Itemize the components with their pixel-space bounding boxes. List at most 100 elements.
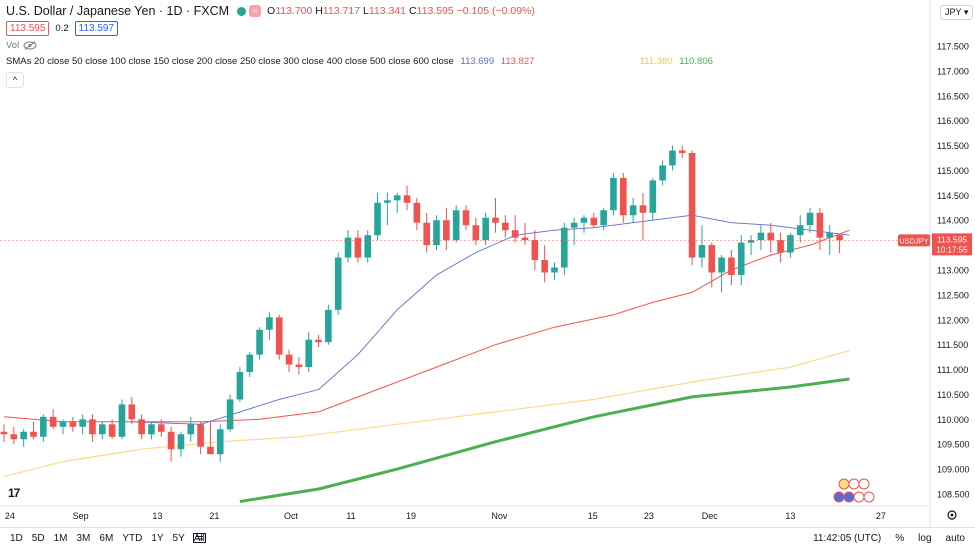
date-range-icon[interactable] [193,532,206,543]
price-tick-label: 110.500 [937,390,969,400]
candle-body [511,230,519,238]
sma-value-4: 110.806 [679,56,713,67]
candle-body [806,212,814,226]
candle-body [737,242,745,275]
candle-body [364,235,372,258]
volume-legend[interactable]: Vol [6,40,37,51]
candle-body [747,240,755,243]
price-tick-label: 109.500 [937,440,970,450]
candle-body [59,421,67,427]
candle-body [443,220,450,241]
price-tick-label: 111.500 [937,340,968,350]
candle-body [659,165,666,181]
tradingview-logo[interactable]: 17 [8,486,20,500]
candle-body [20,431,27,440]
candle-body [777,240,784,253]
collapse-legend-button[interactable]: ^ [6,72,24,88]
eye-hidden-icon[interactable] [23,41,37,50]
candle-body [197,424,204,447]
price-tick-label: 109.000 [937,465,970,475]
candle-body [639,205,647,213]
bottom-toolbar: 1D 5D 1M 3M 6M YTD 1Y 5Y All 11:42:05 (UTC) % lo… [0,527,975,549]
candle-body [374,202,381,236]
candle-body [216,429,224,455]
price-tick-label: 116.500 [937,91,969,101]
candle-body [79,419,86,427]
candle-body [619,177,627,216]
candle-body [482,217,489,241]
candle-body [246,354,254,373]
time-tick-label: 27 [876,511,886,521]
sma-legend-label: SMAs 20 close 50 close 100 close 150 clo… [6,56,454,67]
symbol-title[interactable]: U.S. Dollar / Japanese Yen · 1D · FXCM [6,4,230,18]
candle-body [728,257,735,275]
candle-body [295,364,303,368]
timeframe-ytd[interactable]: YTD [122,533,143,544]
flags-icon[interactable] [833,478,875,503]
candle-body [118,404,126,437]
price-tick-label: 115.000 [937,166,969,176]
clock-time[interactable]: 11:42:05 (UTC) [813,533,882,544]
timeframe-6m[interactable]: 6M [99,533,114,544]
settings-gear-icon[interactable] [947,510,957,520]
candle-body [836,235,843,241]
auto-toggle[interactable]: auto [945,533,965,544]
candle-body [30,431,37,437]
price-tick-label: 112.500 [937,290,969,300]
buy-button[interactable]: 113.597 [74,21,119,36]
candle-body [0,431,8,435]
candle-body [207,446,214,455]
candle-body [541,260,548,273]
symbol-tag-label: USDJPY [899,236,929,245]
ohlc-values: O113.700 H113.717 L113.341 C113.595 −0.1… [267,5,535,17]
candle-body [256,329,263,355]
timeframe-1y[interactable]: 1Y [151,533,164,544]
candle-body [89,419,96,435]
time-tick-label: 13 [152,511,162,521]
timeframe-3m[interactable]: 3M [76,533,91,544]
log-toggle[interactable]: log [918,533,932,544]
candle-body [767,232,775,241]
candle-body [561,227,568,268]
candle-body [452,210,460,241]
sma-value-3: 111.380 [639,56,673,67]
timeframe-1m[interactable]: 1M [53,533,68,544]
timeframe-5d[interactable]: 5D [31,533,45,544]
candle-body [787,235,794,253]
candle-body [551,267,558,273]
candle-body [649,180,657,213]
time-tick-label: Sep [73,511,89,521]
trade-buttons: 113.595 0.2 113.597 [6,21,119,36]
timeframe-1d[interactable]: 1D [10,533,23,544]
candle-body [315,339,322,343]
candle-body [403,195,411,203]
candle-body [334,257,342,310]
timeframe-5y[interactable]: 5Y [172,533,185,544]
time-tick-label: 11 [346,511,355,521]
candle-body [49,416,57,427]
candle-body [600,210,607,226]
candle-body [99,424,106,435]
candle-body [796,225,804,236]
candle-body [69,421,77,427]
candle-body [472,225,480,241]
price-tick-label: 115.500 [937,141,969,151]
candle-body [826,232,834,238]
candle-body [521,237,529,241]
candle-body [167,431,175,450]
candle-body [629,205,637,216]
sell-button[interactable]: 113.595 [6,21,50,36]
price-tick-label: 111.000 [937,365,968,375]
currency-select[interactable]: JPY ▾ [940,5,974,20]
candle-body [678,150,686,154]
candle-body [157,424,165,432]
time-tick-label: 24 [5,511,15,521]
compare-icon[interactable]: ≈ [249,5,262,17]
sma-legend[interactable]: SMAs 20 close 50 close 100 close 150 clo… [6,56,717,67]
price-tick-label: 110.000 [937,415,969,425]
spread-value: 0.2 [55,23,69,34]
price-tick-label: 114.500 [937,191,969,201]
percent-toggle[interactable]: % [895,533,905,544]
